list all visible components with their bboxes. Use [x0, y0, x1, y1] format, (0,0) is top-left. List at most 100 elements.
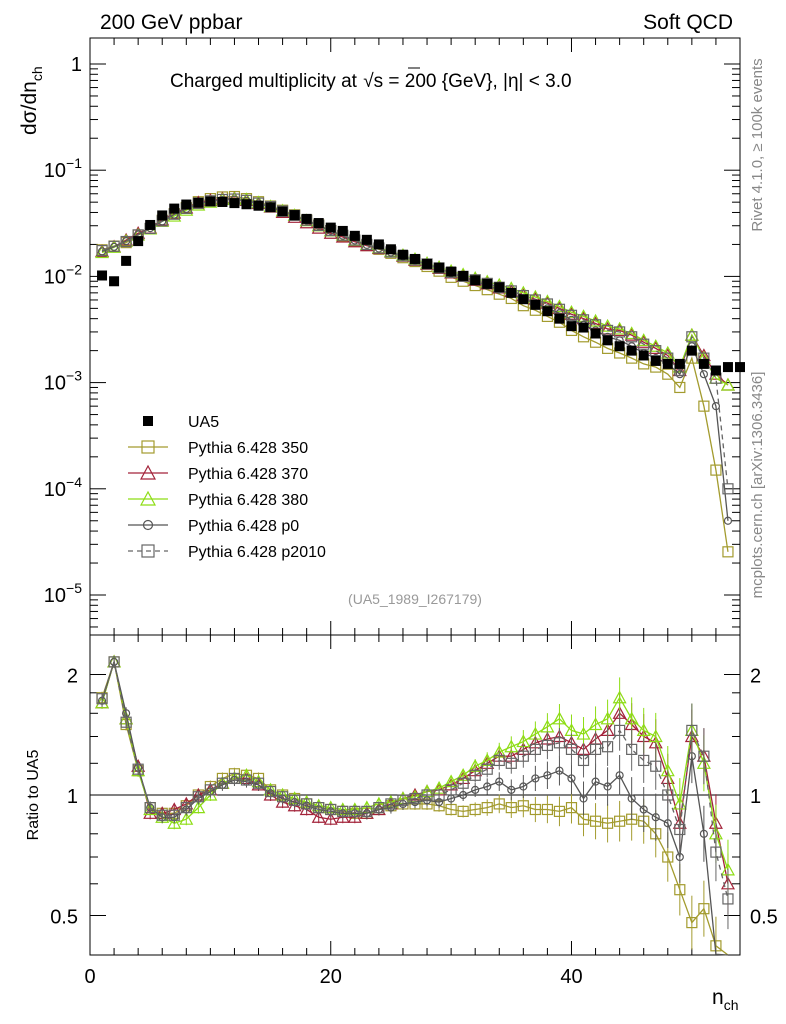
legend-data-label: UA5: [188, 414, 219, 431]
data-point: [205, 196, 216, 207]
ratio-ytick-label-right: 0.5: [750, 907, 778, 929]
main-series-point: [722, 546, 734, 558]
data-point: [710, 365, 721, 376]
main-ytick-label: 10−2: [44, 261, 82, 288]
main-ytick-label-exp: −5: [66, 580, 82, 596]
ratio-series-point: [504, 739, 519, 753]
ratio-series-point: [179, 811, 194, 825]
ratio-series-point: [555, 766, 564, 775]
ratio-xtick-label: 0: [84, 966, 95, 988]
data-point: [626, 345, 637, 356]
ratio-ytick-label-right: 1: [750, 786, 761, 808]
data-point: [494, 282, 505, 293]
ratio-series-point: [493, 754, 505, 767]
ratio-xtick-label: 20: [320, 966, 342, 988]
main-ytick-label: 10−4: [44, 474, 82, 501]
data-point: [698, 358, 709, 369]
ratio-series-point: [651, 813, 660, 822]
ratio-series-point: [603, 782, 612, 791]
ratio-series-point: [674, 823, 686, 836]
main-ytick-label: 10−5: [44, 580, 82, 607]
legend-label: Pythia 6.428 p2010: [188, 544, 326, 561]
ratio-series-point: [156, 809, 168, 821]
main-series-point: [612, 321, 627, 335]
ratio-series-point: [459, 790, 468, 800]
ratio-ytick-label-right: 2: [750, 666, 761, 688]
data-point: [145, 219, 156, 230]
ratio-series-point: [710, 846, 722, 858]
data-point: [542, 306, 553, 317]
ratio-series-point: [108, 656, 120, 668]
data-point: [650, 355, 661, 366]
main-series-point: [564, 304, 579, 318]
ratio-series-point: [529, 743, 541, 755]
header-right-label: Soft QCD: [643, 11, 733, 34]
data-point: [373, 239, 384, 250]
ratio-series-point: [457, 777, 469, 789]
ratio-series-point: [722, 893, 734, 905]
main-series-point: [614, 326, 626, 338]
ratio-series-point: [481, 763, 493, 775]
main-ytick-label-base: 10: [44, 479, 66, 501]
ratio-series-point: [601, 817, 614, 829]
data-point: [602, 335, 613, 346]
legend-label: Pythia 6.428 350: [188, 440, 308, 457]
data-point: [241, 199, 252, 210]
main-ytick-label-base: 1: [71, 54, 82, 76]
data-point: [410, 253, 420, 264]
ratio-series-3: [97, 655, 729, 956]
ratio-series-point: [579, 794, 588, 803]
data-point: [470, 275, 481, 286]
data-point: [289, 210, 300, 221]
ratio-series-point: [493, 798, 505, 810]
main-ytick-label: 10−1: [44, 155, 82, 182]
ratio-series-point: [337, 805, 349, 817]
ratio-series-point: [469, 769, 481, 781]
data-point: [361, 234, 372, 245]
data-point: [385, 244, 396, 255]
main-ylabel-base: dσ/dn: [18, 81, 41, 135]
ratio-series-point: [565, 743, 578, 755]
ratio-series-point: [627, 794, 636, 803]
data-point: [662, 358, 673, 369]
main-series-point: [686, 331, 698, 343]
main-ytick-label-base: 10: [44, 585, 66, 607]
ratio-series-point: [648, 729, 663, 743]
ratio-series-point: [361, 805, 373, 817]
main-ytick-label-exp: −3: [66, 368, 82, 384]
ratio-series-line: [101, 659, 729, 900]
data-point: [181, 199, 192, 210]
legend-data-marker: [143, 416, 153, 426]
main-series-point: [626, 331, 638, 343]
ratio-series-point: [698, 750, 710, 762]
ratio-series-point: [301, 798, 313, 810]
data-point: [265, 202, 276, 213]
ratio-series-point: [433, 789, 445, 801]
ratio-series-point: [373, 802, 385, 814]
ratio-series-point: [216, 777, 229, 789]
ratio-series-point: [481, 802, 493, 814]
ratio-series-point: [144, 802, 156, 814]
ratio-series-point: [686, 724, 698, 737]
ratio-series-point: [601, 741, 614, 753]
main-series-point: [722, 483, 734, 495]
ratio-series-point: [505, 757, 517, 769]
main-series-point: [109, 242, 119, 251]
ratio-xtick-label: 40: [560, 966, 582, 988]
ratio-series-point: [589, 743, 602, 755]
ratio-series-point: [577, 754, 590, 767]
main-series-point: [565, 309, 578, 321]
main-ytick-label-exp: −1: [66, 155, 82, 171]
main-ytick-label-base: 10: [44, 266, 66, 288]
legend-marker: [142, 519, 154, 531]
data-point: [686, 345, 697, 356]
ratio-series-point: [495, 777, 504, 786]
data-point: [735, 362, 745, 373]
data-point: [566, 321, 577, 332]
main-series-point: [122, 236, 131, 246]
ratio-series-point: [311, 809, 326, 823]
ratio-series-point: [662, 851, 674, 863]
data-point: [482, 278, 493, 289]
ratio-series-point: [252, 777, 265, 789]
data-point: [157, 210, 168, 221]
